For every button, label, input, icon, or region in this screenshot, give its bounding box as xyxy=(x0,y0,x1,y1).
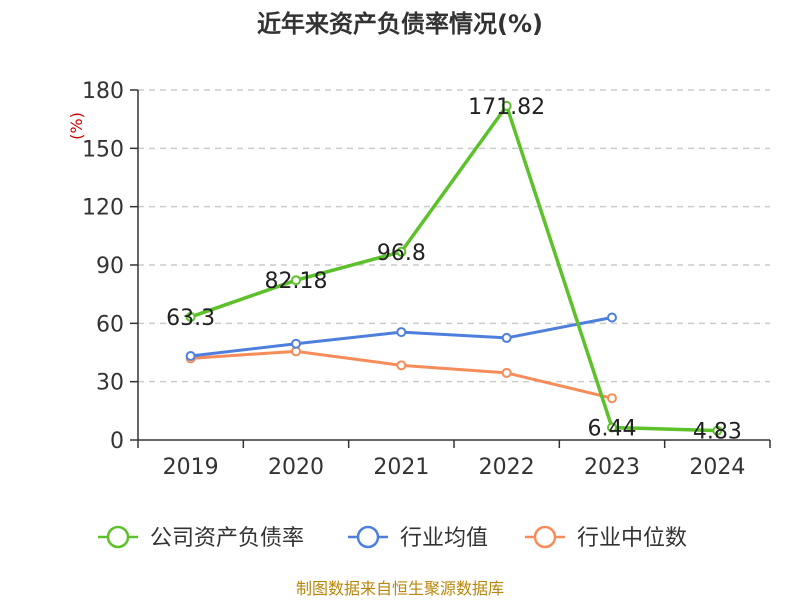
legend[interactable]: 公司资产负债率 行业均值 行业中位数 xyxy=(98,525,687,551)
y-tick-label: 180 xyxy=(82,79,124,104)
legend-label: 行业均值 xyxy=(400,526,488,551)
y-tick-label: 60 xyxy=(96,312,124,337)
x-tick-label: 2024 xyxy=(689,455,745,480)
chart-title: 近年来资产负债率情况(%) xyxy=(257,10,543,38)
data-point[interactable] xyxy=(501,100,512,111)
axes: 0 30 60 90 120 150 180 2019 2020 2021 2022 2023 2024… xyxy=(67,79,771,480)
data-label: 6.44 xyxy=(588,416,637,441)
legend-item-2[interactable]: 行业中位数 xyxy=(525,525,687,551)
legend-marker xyxy=(533,525,557,549)
data-label: 171.82 xyxy=(468,95,545,120)
y-axis-unit-label: (%) xyxy=(67,112,86,140)
legend-marker xyxy=(356,525,380,549)
y-tick-label: 120 xyxy=(82,196,124,221)
data-point[interactable] xyxy=(501,367,512,378)
x-tick-label: 2019 xyxy=(163,455,219,480)
data-label: 63.3 xyxy=(166,306,215,331)
y-tick-label: 0 xyxy=(110,429,124,454)
data-point[interactable] xyxy=(396,246,407,257)
y-tick-label: 150 xyxy=(82,137,124,162)
y-tick-label: 30 xyxy=(96,371,124,396)
grid-lines xyxy=(138,89,770,383)
x-tick-label: 2021 xyxy=(373,455,429,480)
legend-marker xyxy=(106,525,130,549)
data-point[interactable] xyxy=(185,351,196,361)
data-label: 4.83 xyxy=(693,420,742,445)
data-label: 96.8 xyxy=(377,241,426,266)
data-point[interactable] xyxy=(185,311,196,322)
data-point[interactable] xyxy=(607,393,617,404)
data-label: 82.18 xyxy=(265,269,328,294)
legend-item-0[interactable]: 公司资产负债率 xyxy=(98,525,304,551)
x-tick-label: 2020 xyxy=(268,455,324,480)
legend-label: 公司资产负债率 xyxy=(150,526,304,551)
data-point[interactable] xyxy=(607,422,617,433)
series-layer xyxy=(185,100,723,436)
x-tick-label: 2022 xyxy=(479,455,535,480)
data-point[interactable] xyxy=(291,275,301,286)
data-point[interactable] xyxy=(501,332,512,343)
data-point[interactable] xyxy=(291,338,301,349)
data-point[interactable] xyxy=(607,312,617,323)
data-point[interactable] xyxy=(396,360,407,371)
series-line-0 xyxy=(190,104,718,433)
legend-label: 行业中位数 xyxy=(577,526,687,551)
data-point[interactable] xyxy=(396,327,407,338)
source-note: 制图数据来自恒生聚源数据库 xyxy=(296,579,504,598)
x-tick-label: 2023 xyxy=(584,455,640,480)
data-labels: 63.3 82.18 96.8 171.82 6.44 4.83 xyxy=(166,95,742,445)
legend-item-1[interactable]: 行业均值 xyxy=(348,525,488,551)
series-line-2 xyxy=(190,349,613,400)
data-point[interactable] xyxy=(712,425,723,436)
y-tick-label: 90 xyxy=(96,254,124,279)
